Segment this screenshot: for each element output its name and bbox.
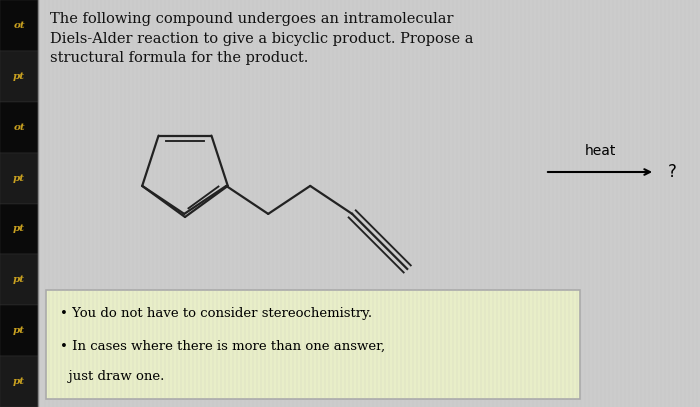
Text: The following compound undergoes an intramolecular
Diels-Alder reaction to give : The following compound undergoes an intr… (50, 12, 473, 65)
Bar (0, 356, 38, 407)
Bar (0, 153, 38, 204)
Bar (0, 305, 38, 356)
Bar (0, 102, 38, 153)
Text: pt: pt (13, 173, 25, 183)
Text: ot: ot (13, 21, 24, 30)
FancyBboxPatch shape (46, 290, 580, 399)
Bar (0, 51, 38, 102)
Text: • In cases where there is more than one answer,: • In cases where there is more than one … (60, 340, 385, 353)
Text: pt: pt (13, 326, 25, 335)
Text: pt: pt (13, 275, 25, 284)
Text: ?: ? (668, 163, 677, 181)
Text: just draw one.: just draw one. (60, 370, 164, 383)
Text: pt: pt (13, 224, 25, 234)
Text: ot: ot (13, 123, 24, 132)
Bar (0, 0, 38, 407)
Text: pt: pt (13, 72, 25, 81)
Bar (0, 0, 38, 51)
Text: pt: pt (13, 377, 25, 386)
Text: heat: heat (584, 144, 616, 158)
Bar (0, 204, 38, 254)
Bar (0, 254, 38, 305)
Text: • You do not have to consider stereochemistry.: • You do not have to consider stereochem… (60, 307, 372, 320)
